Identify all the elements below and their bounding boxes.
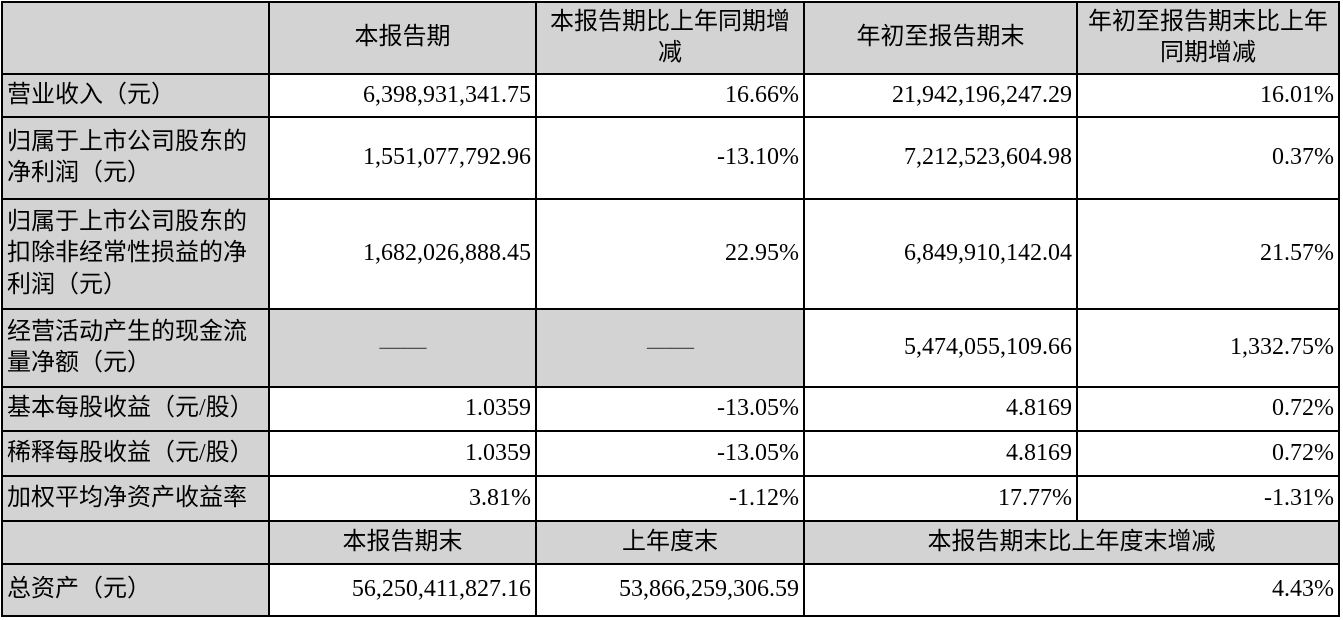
cell-current-period: 1.0359 — [268, 430, 537, 477]
header-current-period: 本报告期 — [268, 1, 537, 75]
cell-ytd: 21,942,196,247.29 — [803, 73, 1078, 118]
row-operating-revenue: 营业收入（元） 6,398,931,341.75 16.66% 21,942,1… — [1, 73, 1340, 118]
header-prior-year-end: 上年度末 — [535, 520, 805, 565]
cell-current-yoy: -1.12% — [535, 475, 805, 522]
cell-current-period: 1,682,026,888.45 — [268, 198, 537, 310]
cell-current-yoy-dash: —— — [535, 308, 805, 388]
cell-current-period: 1.0359 — [268, 386, 537, 432]
row-label: 稀释每股收益（元/股） — [1, 430, 270, 477]
cell-current-period: 6,398,931,341.75 — [268, 73, 537, 118]
cell-ytd-yoy: 0.72% — [1076, 430, 1340, 477]
row-net-profit-excl-nonrecurring: 归属于上市公司股东的扣除非经常性损益的净利润（元） 1,682,026,888.… — [1, 198, 1340, 310]
cell-ytd-yoy: 16.01% — [1076, 73, 1340, 118]
cell-period-end-change: 4.43% — [803, 563, 1340, 617]
row-total-assets: 总资产（元） 56,250,411,827.16 53,866,259,306.… — [1, 563, 1340, 617]
cell-current-yoy: -13.10% — [535, 116, 805, 200]
cell-ytd: 6,849,910,142.04 — [803, 198, 1078, 310]
cell-current-period: 3.81% — [268, 475, 537, 522]
header-period-end-change: 本报告期末比上年度末增减 — [803, 520, 1340, 565]
table-header-row-1: 本报告期 本报告期比上年同期增减 年初至报告期末 年初至报告期末比上年同期增减 — [1, 1, 1340, 75]
cell-ytd: 5,474,055,109.66 — [803, 308, 1078, 388]
cell-current-yoy: 16.66% — [535, 73, 805, 118]
table-header-row-2: 本报告期末 上年度末 本报告期末比上年度末增减 — [1, 520, 1340, 565]
cell-ytd-yoy: 0.37% — [1076, 116, 1340, 200]
row-label: 经营活动产生的现金流量净额（元） — [1, 308, 270, 388]
row-basic-eps: 基本每股收益（元/股） 1.0359 -13.05% 4.8169 0.72% — [1, 386, 1340, 432]
row-weighted-avg-roe: 加权平均净资产收益率 3.81% -1.12% 17.77% -1.31% — [1, 475, 1340, 522]
row-label: 总资产（元） — [1, 563, 270, 617]
cell-ytd-yoy: -1.31% — [1076, 475, 1340, 522]
header-ytd-yoy: 年初至报告期末比上年同期增减 — [1076, 1, 1340, 75]
row-label: 加权平均净资产收益率 — [1, 475, 270, 522]
cell-ytd-yoy: 21.57% — [1076, 198, 1340, 310]
cell-ytd-yoy: 0.72% — [1076, 386, 1340, 432]
cell-ytd-yoy: 1,332.75% — [1076, 308, 1340, 388]
row-label: 营业收入（元） — [1, 73, 270, 118]
cell-current-period-end: 56,250,411,827.16 — [268, 563, 537, 617]
header-current-period-yoy: 本报告期比上年同期增减 — [535, 1, 805, 75]
cell-ytd: 4.8169 — [803, 386, 1078, 432]
cell-current-yoy: -13.05% — [535, 386, 805, 432]
cell-current-yoy: -13.05% — [535, 430, 805, 477]
header-current-period-end: 本报告期末 — [268, 520, 537, 565]
row-diluted-eps: 稀释每股收益（元/股） 1.0359 -13.05% 4.8169 0.72% — [1, 430, 1340, 477]
row-net-profit: 归属于上市公司股东的净利润（元） 1,551,077,792.96 -13.10… — [1, 116, 1340, 200]
header2-corner-cell — [1, 520, 270, 565]
cell-current-period-dash: —— — [268, 308, 537, 388]
row-operating-cash-flow: 经营活动产生的现金流量净额（元） —— —— 5,474,055,109.66 … — [1, 308, 1340, 388]
cell-current-yoy: 22.95% — [535, 198, 805, 310]
cell-current-period: 1,551,077,792.96 — [268, 116, 537, 200]
header-corner-cell — [1, 1, 270, 75]
row-label: 归属于上市公司股东的扣除非经常性损益的净利润（元） — [1, 198, 270, 310]
cell-prior-year-end: 53,866,259,306.59 — [535, 563, 805, 617]
cell-ytd: 4.8169 — [803, 430, 1078, 477]
header-ytd: 年初至报告期末 — [803, 1, 1078, 75]
cell-ytd: 7,212,523,604.98 — [803, 116, 1078, 200]
row-label: 归属于上市公司股东的净利润（元） — [1, 116, 270, 200]
cell-ytd: 17.77% — [803, 475, 1078, 522]
row-label: 基本每股收益（元/股） — [1, 386, 270, 432]
